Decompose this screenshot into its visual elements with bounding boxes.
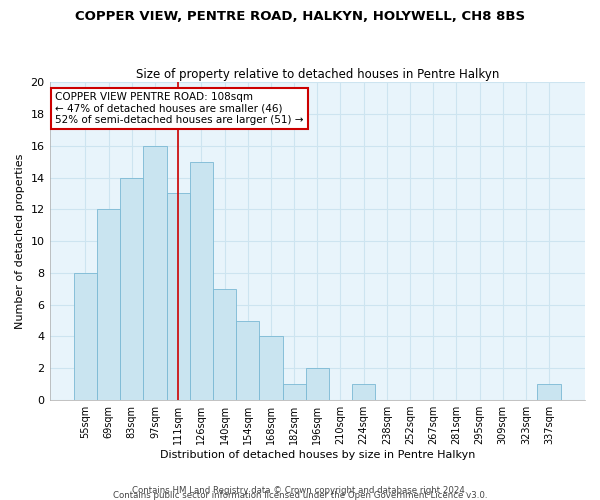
Text: COPPER VIEW, PENTRE ROAD, HALKYN, HOLYWELL, CH8 8BS: COPPER VIEW, PENTRE ROAD, HALKYN, HOLYWE… <box>75 10 525 23</box>
Bar <box>305 368 329 400</box>
Text: Contains HM Land Registry data © Crown copyright and database right 2024.: Contains HM Land Registry data © Crown c… <box>132 486 468 495</box>
Bar <box>74 273 97 400</box>
Bar <box>120 178 143 400</box>
Bar <box>97 210 120 400</box>
Bar <box>538 384 560 400</box>
Bar <box>190 162 213 400</box>
Bar <box>283 384 305 400</box>
Bar <box>213 289 236 400</box>
Title: Size of property relative to detached houses in Pentre Halkyn: Size of property relative to detached ho… <box>136 68 499 81</box>
Bar <box>236 320 259 400</box>
X-axis label: Distribution of detached houses by size in Pentre Halkyn: Distribution of detached houses by size … <box>160 450 475 460</box>
Bar <box>352 384 375 400</box>
Text: Contains public sector information licensed under the Open Government Licence v3: Contains public sector information licen… <box>113 491 487 500</box>
Bar <box>167 194 190 400</box>
Y-axis label: Number of detached properties: Number of detached properties <box>15 154 25 329</box>
Bar <box>143 146 167 400</box>
Bar <box>259 336 283 400</box>
Text: COPPER VIEW PENTRE ROAD: 108sqm
← 47% of detached houses are smaller (46)
52% of: COPPER VIEW PENTRE ROAD: 108sqm ← 47% of… <box>55 92 304 125</box>
